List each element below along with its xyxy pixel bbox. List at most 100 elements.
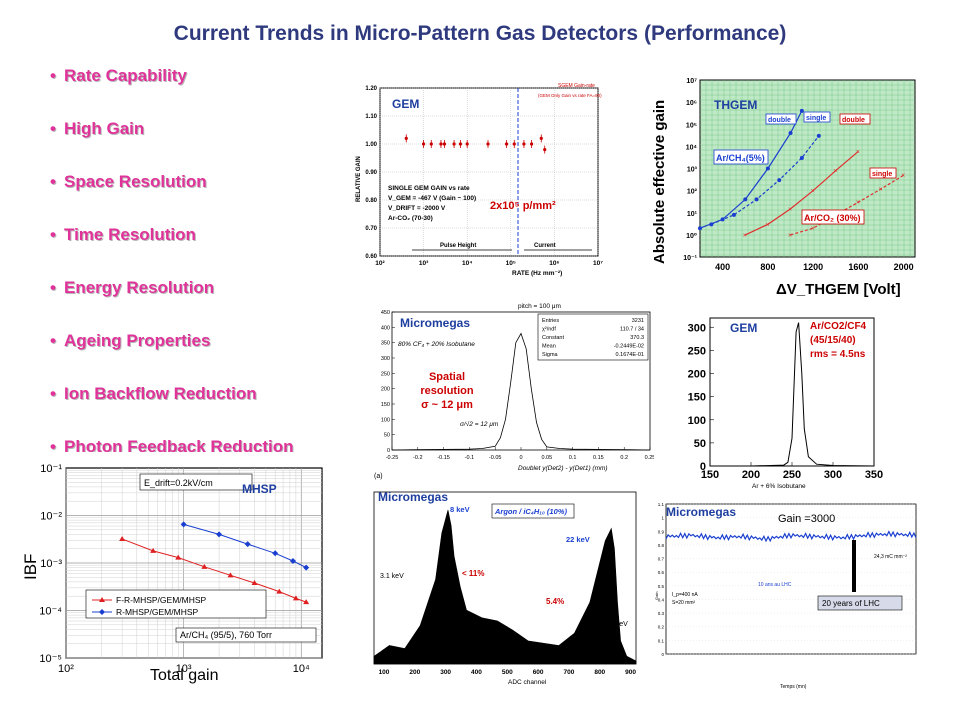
- stats-key: Mean: [542, 344, 556, 350]
- y-tick-label: 10⁻⁴: [39, 606, 62, 618]
- param-label: I_p=400 nA: [672, 592, 698, 598]
- data-point: [442, 142, 447, 146]
- resolution-block: Spatial resolution σ ~ 12 μm: [402, 370, 492, 412]
- x-tick-label: -0.15: [437, 455, 450, 461]
- plot-frame: [665, 503, 917, 655]
- y-tick-label: 10²: [687, 189, 698, 196]
- series-line: [745, 150, 859, 236]
- bullet-label: Time Resolution: [64, 225, 196, 244]
- gas-box: [801, 209, 865, 225]
- stats-value: 110.7 / 34: [620, 327, 644, 333]
- y-tick-label: 400: [381, 325, 390, 331]
- x-tick-label: 2000: [894, 262, 914, 272]
- tag-box: [839, 113, 871, 125]
- data-point: [429, 142, 433, 146]
- legend-line: Ar-CO₂ (70-30): [388, 215, 433, 222]
- x-tick-label: 1200: [803, 262, 823, 272]
- mhsp-panel: 10⁻¹ 10⁻² 10⁻³ 10⁻⁴ 10⁻⁵ 10² 10³ 10⁴ IBF Total …: [20, 452, 340, 684]
- x-tick-label: 0.2: [620, 455, 628, 461]
- x-tick-label: 10⁴: [293, 663, 310, 675]
- data-point: ×: [788, 232, 792, 239]
- y-tick-label: 10⁻³: [40, 558, 62, 570]
- panel-label: MHSP: [242, 482, 277, 496]
- x-tick-label: 400: [715, 262, 730, 272]
- y-axis-label: Gain: [654, 592, 659, 600]
- resolution-label: < 11%: [462, 569, 484, 578]
- pitch-label: pitch = 100 μm: [518, 303, 561, 310]
- gas-box: [713, 149, 769, 165]
- x-tick-label: 100: [379, 669, 390, 676]
- data-point: ×: [743, 232, 747, 239]
- data-point: [799, 155, 804, 160]
- y-tick-label: 0.8: [658, 543, 665, 548]
- x-tick-label: 1600: [848, 262, 868, 272]
- gain-trace: [665, 530, 917, 543]
- data-point: [698, 226, 702, 231]
- y-tick-label: 10³: [687, 167, 698, 174]
- y-tick-label: 0: [700, 461, 706, 473]
- data-point: [799, 108, 804, 113]
- data-point: ×: [901, 173, 905, 180]
- data-point: [422, 142, 426, 146]
- histogram-curve: [391, 332, 651, 451]
- y-tick-label: 10¹: [687, 211, 698, 218]
- tag-box: [803, 111, 831, 123]
- data-point: [486, 142, 490, 146]
- x-tick-label: -0.1: [465, 455, 474, 461]
- y-tick-label: 1.00: [365, 142, 377, 148]
- y-tick-label: 0.60: [365, 254, 377, 260]
- micromegas-ageing-panel: 1.1 1 0.9 0.8 0.7 0.6 0.5 0.4 0.3 0.2 0.1 0 Gain =3…: [650, 500, 922, 690]
- y-tick-label: 10⁻²: [40, 511, 62, 523]
- y-tick-label: 0.2: [658, 625, 665, 630]
- gem-rate-panel: 1.20 1.10 1.00 0.90 0.80 0.70 0.60 10² 10³ 10⁴ 10⁵…: [352, 82, 604, 278]
- data-point: [303, 599, 310, 605]
- y-tick-label: 0.80: [365, 198, 377, 204]
- x-tick-label: 900: [625, 669, 636, 676]
- y-tick-label: 50: [384, 433, 390, 439]
- tag-box: [765, 113, 797, 125]
- gas-label: Ar/CH₄ (95/5), 760 Torr: [180, 630, 272, 640]
- y-tick-label: 300: [381, 356, 390, 362]
- bullet-dot-icon: •: [50, 119, 56, 138]
- x-tick-label: -0.05: [489, 455, 502, 461]
- data-point: [180, 521, 187, 528]
- bullet-label: Space Resolution: [64, 172, 207, 191]
- bullet-item: • Energy Resolution: [50, 278, 294, 331]
- data-point: [754, 197, 759, 202]
- y-tick-label: 250: [381, 371, 390, 377]
- gem-time-panel: 300 250 200 150 100 50 0 150 200 250 300 350 Ar + 6…: [672, 312, 902, 490]
- panel-label: GEM: [730, 321, 758, 335]
- series-line: [183, 523, 307, 569]
- bullet-dot-icon: •: [50, 278, 56, 297]
- curve-tag: single: [806, 115, 826, 122]
- micromegas-ageing-chart: 1.1 1 0.9 0.8 0.7 0.6 0.5 0.4 0.3 0.2 0.1 0 Gain =3…: [654, 502, 917, 690]
- inner-label: σ/√2 = 12 μm: [460, 420, 499, 428]
- performance-list: • Rate Capability • High Gain • Space Resol…: [50, 66, 294, 490]
- x-axis-label: Total gain: [150, 667, 219, 684]
- legend-label: F-R-MHSP/GEM/MHSP: [116, 595, 207, 605]
- panel-label: THGEM: [714, 98, 758, 112]
- data-point: [788, 131, 793, 136]
- micromegas-energy-panel: 100 200 300 400 500 600 700 800 900 Argon / iC₄H…: [370, 488, 640, 686]
- rate-annotation: 2x10⁵ p/mm²: [490, 200, 556, 212]
- data-point: [465, 142, 469, 146]
- bullet-label: Ageing Properties: [64, 331, 211, 350]
- field-box: [139, 473, 253, 491]
- y-axis-label: RELATIVE GAIN: [356, 156, 362, 202]
- x-axis-label: Doublet y(Det2) - y(Det1) (mm): [518, 465, 608, 472]
- resolution-line: Spatial: [428, 371, 466, 383]
- curve-tag: single: [872, 171, 892, 178]
- gas-block: Ar/CO2/CF4 (45/15/40) rms = 4.5ns: [810, 320, 866, 362]
- y-tick-label: 10⁶: [686, 100, 697, 107]
- micromegas-energy-chart: 100 200 300 400 500 600 700 800 900 Argon / iC₄H…: [373, 491, 637, 686]
- x-tick-label: 500: [502, 669, 513, 676]
- bullet-label: High Gain: [64, 119, 145, 138]
- y-tick-label: 0.5: [658, 584, 665, 589]
- bullet-item: • High Gain: [50, 119, 294, 172]
- lhc-box: [817, 595, 903, 611]
- x-axis-label: Temps (mn): [780, 684, 807, 690]
- param-label: S=20 mm²: [672, 600, 696, 606]
